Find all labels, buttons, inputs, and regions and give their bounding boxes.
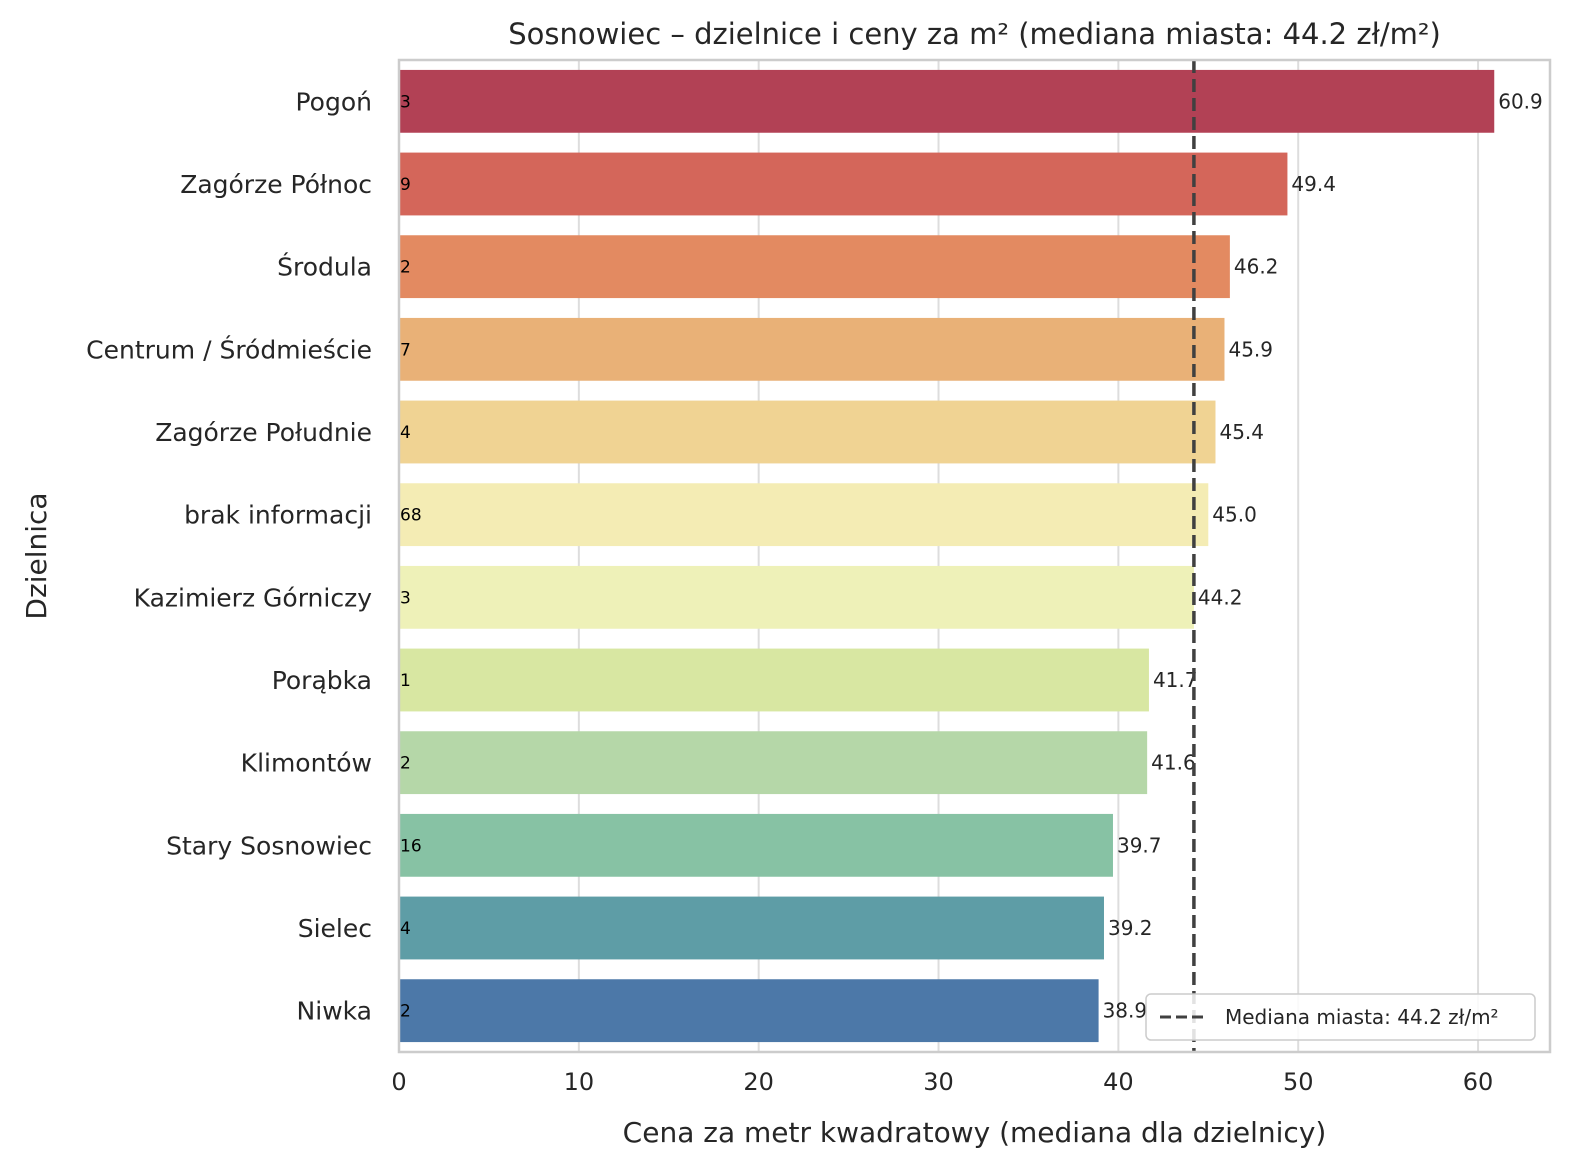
bar-value-label: 46.2 [1234,255,1279,279]
x-tick-label: 0 [391,1068,406,1096]
bar-value-label: 41.7 [1153,668,1198,692]
y-category-label: Porąbka [272,666,372,695]
bar [399,896,1104,960]
x-axis-title: Cena za metr kwadratowy (mediana dla dzi… [623,1116,1327,1149]
legend: Mediana miasta: 44.2 zł/m² [1145,993,1536,1041]
bar [399,69,1495,133]
y-category-label: Zagórze Północ [180,170,372,199]
x-tick-label: 20 [743,1068,774,1096]
bar-value-label: 39.7 [1117,833,1162,857]
bar-count-label: 4 [400,423,411,443]
bar [399,152,1288,216]
bar [399,731,1148,795]
x-tick-label: 50 [1283,1068,1314,1096]
y-category-label: Centrum / Śródmieście [86,334,372,364]
y-axis-categories: Pogoń Zagórze Północ Środula Centrum / Śród… [86,87,372,1025]
bar-value-label: 49.4 [1291,172,1336,196]
x-tick-label: 60 [1463,1068,1494,1096]
bar-value-label: 38.9 [1103,999,1148,1023]
bar-value-label: 44.2 [1198,585,1243,609]
y-category-label: brak informacji [184,501,372,530]
bar-count-label: 2 [400,258,411,278]
bar-count-label: 3 [400,92,411,112]
bar-count-label: 16 [400,836,422,856]
bar [399,648,1149,712]
y-category-label: Zagórze Południe [155,418,372,447]
bar [399,235,1230,299]
x-tick-label: 30 [923,1068,954,1096]
y-category-label: Kazimierz Górniczy [134,583,373,612]
bar-count-label: 4 [400,919,411,939]
y-category-label: Stary Sosnowiec [166,831,372,860]
bar-count-label: 2 [400,754,411,774]
bars: 60.9 3 49.4 9 46.2 2 45.9 7 45.4 4 45.0 68 44.2 3 41.7… [399,69,1543,1043]
bar [399,979,1099,1043]
bar-value-label: 41.6 [1151,751,1196,775]
y-category-label: Klimontów [241,749,372,778]
bar [399,565,1194,629]
bar-value-label: 45.4 [1219,420,1264,444]
y-category-label: Środula [277,252,372,282]
bar-count-label: 68 [400,506,422,526]
y-axis-title: Dzielnica [20,492,53,619]
x-axis-ticks: 0 10 20 30 40 50 60 [391,1068,1493,1096]
bar [399,483,1209,547]
chart-title: Sosnowiec – dzielnice i ceny za m² (medi… [508,17,1441,51]
legend-box [1145,993,1536,1041]
bar-count-label: 7 [400,340,411,360]
bar-count-label: 2 [400,1002,411,1022]
bar-count-label: 3 [400,588,411,608]
bar [399,400,1216,464]
legend-label: Mediana miasta: 44.2 zł/m² [1225,1005,1499,1029]
bar-value-label: 45.9 [1228,337,1273,361]
x-tick-label: 10 [564,1068,595,1096]
x-tick-label: 40 [1103,1068,1134,1096]
grid-lines [398,60,1480,1052]
bar-count-label: 9 [400,175,411,195]
bar-count-label: 1 [400,671,411,691]
bar-value-label: 45.0 [1212,503,1257,527]
bar [399,813,1113,877]
y-category-label: Niwka [297,997,372,1026]
y-category-label: Sielec [298,914,372,943]
bar [399,317,1225,381]
bar-value-label: 60.9 [1498,89,1543,113]
plot-frame [397,58,1552,1054]
bar-value-label: 39.2 [1108,916,1153,940]
y-category-label: Pogoń [296,87,373,116]
